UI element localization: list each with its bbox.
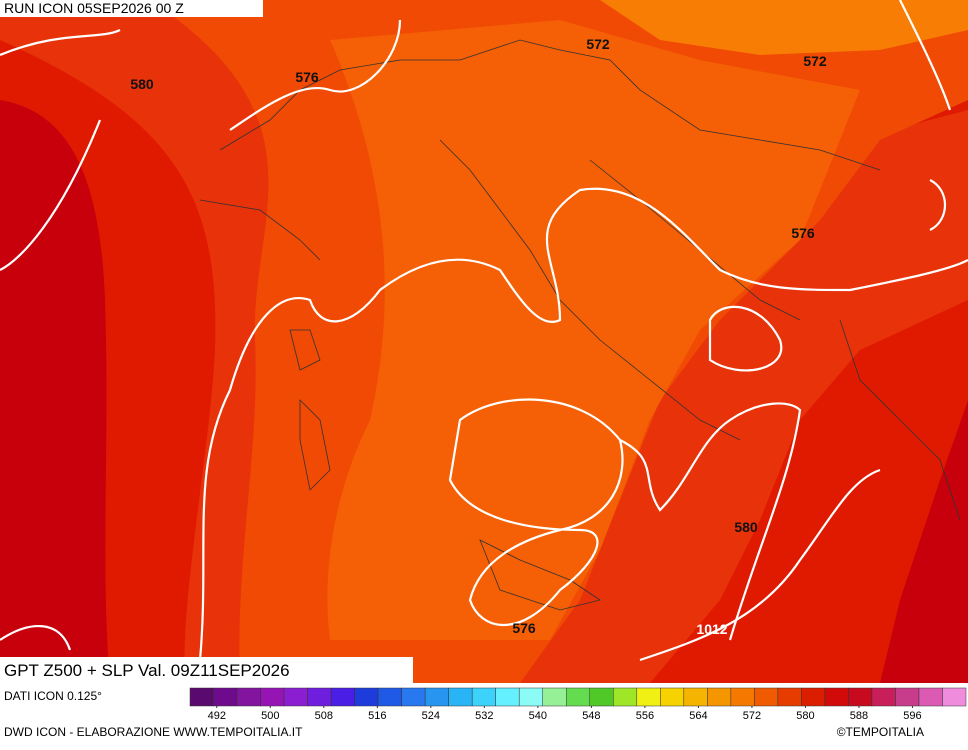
colorbar-tick-label: 548 — [582, 710, 600, 722]
colorbar-swatch — [330, 687, 355, 707]
header-box — [0, 0, 263, 17]
contour-label: 576 — [791, 225, 815, 241]
colorbar-tick-label: 500 — [261, 710, 279, 722]
contour — [708, 305, 783, 372]
colorbar-swatch — [565, 687, 591, 707]
colorbar-swatch — [354, 687, 379, 707]
colorbar-swatch — [518, 687, 543, 707]
colorbar-swatch — [260, 687, 285, 707]
contour-label: 576 — [512, 620, 536, 636]
contour-label: 1012 — [696, 621, 727, 637]
contour — [639, 468, 881, 662]
colorbar-swatch — [754, 687, 779, 707]
colorbar-swatch — [636, 687, 661, 707]
contour — [619, 402, 802, 641]
colorbar-swatch — [683, 687, 708, 707]
colorbar-swatch — [401, 687, 426, 707]
colorbar-tick-label: 564 — [689, 710, 707, 722]
colorbar-swatch — [707, 687, 732, 707]
run-label: RUN ICON 05SEP2026 00 Z — [4, 0, 184, 16]
colorbar-swatch — [895, 687, 920, 707]
colorbar-tick-label: 572 — [743, 710, 761, 722]
colorbar-tick-label: 580 — [796, 710, 814, 722]
colorbar-swatch — [777, 687, 802, 707]
colorbar-tick-label: 596 — [903, 710, 921, 722]
footer-left: DWD ICON - ELABORAZIONE WWW.TEMPOITALIA.… — [4, 725, 303, 739]
colorbar-swatch — [848, 687, 873, 707]
colorbar-swatch — [942, 687, 967, 707]
contour-label: 576 — [295, 69, 319, 85]
colorbar-swatch — [589, 687, 614, 707]
colorbar-swatch — [471, 687, 496, 707]
contour — [0, 119, 102, 271]
colorbar-tick-label: 516 — [368, 710, 386, 722]
colorbar-swatch — [730, 687, 755, 707]
colorbar: 492 500 508 516 524 532 540 548 556 564 572 580 588 5… — [189, 687, 967, 722]
field-band — [327, 20, 861, 640]
colorbar-swatch — [283, 687, 308, 707]
colorbar-swatch — [801, 687, 826, 707]
colorbar-swatch — [213, 687, 238, 707]
colorbar-swatch — [189, 687, 214, 707]
contour — [198, 187, 968, 661]
contour-label: 572 — [586, 36, 610, 52]
caption: GPT Z500 + SLP Val. 09Z11SEP2026 — [4, 661, 290, 680]
contour — [229, 19, 402, 131]
colorbar-swatch — [236, 687, 261, 707]
contour — [0, 29, 121, 57]
colorbar-tick-label: 540 — [529, 710, 547, 722]
colorbar-tick-label: 524 — [422, 710, 440, 722]
contour — [448, 398, 624, 627]
source-label: DATI ICON 0.125° — [4, 689, 102, 703]
colorbar-tick-label: 532 — [475, 710, 493, 722]
footer-right: ©TEMPOITALIA — [837, 725, 924, 739]
colorbar-tick-label: 492 — [208, 710, 226, 722]
colorbar-swatch — [613, 687, 638, 707]
field-band — [600, 0, 968, 55]
caption-box — [0, 657, 413, 683]
contour-label: 580 — [130, 76, 154, 92]
colorbar-swatch — [307, 687, 332, 707]
colorbar-swatch — [660, 687, 685, 707]
colorbar-swatch — [542, 687, 567, 707]
field-band — [880, 400, 968, 683]
map: 580 576 572 572 576 580 576 1012 — [0, 0, 968, 683]
colorbar-tick-label: 508 — [315, 710, 333, 722]
colorbar-swatch — [448, 687, 473, 707]
colorbar-swatch — [495, 687, 520, 707]
colorbar-swatch — [871, 687, 896, 707]
contour — [0, 625, 72, 651]
colorbar-tick-label: 588 — [850, 710, 868, 722]
colorbar-swatch — [377, 687, 402, 707]
contour-label: 572 — [803, 53, 827, 69]
contour-label: 580 — [734, 519, 758, 535]
colorbar-swatch — [824, 687, 849, 707]
colorbar-swatch — [918, 687, 943, 707]
contour — [899, 0, 952, 231]
colorbar-tick-label: 556 — [636, 710, 654, 722]
colorbar-swatch — [424, 687, 449, 707]
